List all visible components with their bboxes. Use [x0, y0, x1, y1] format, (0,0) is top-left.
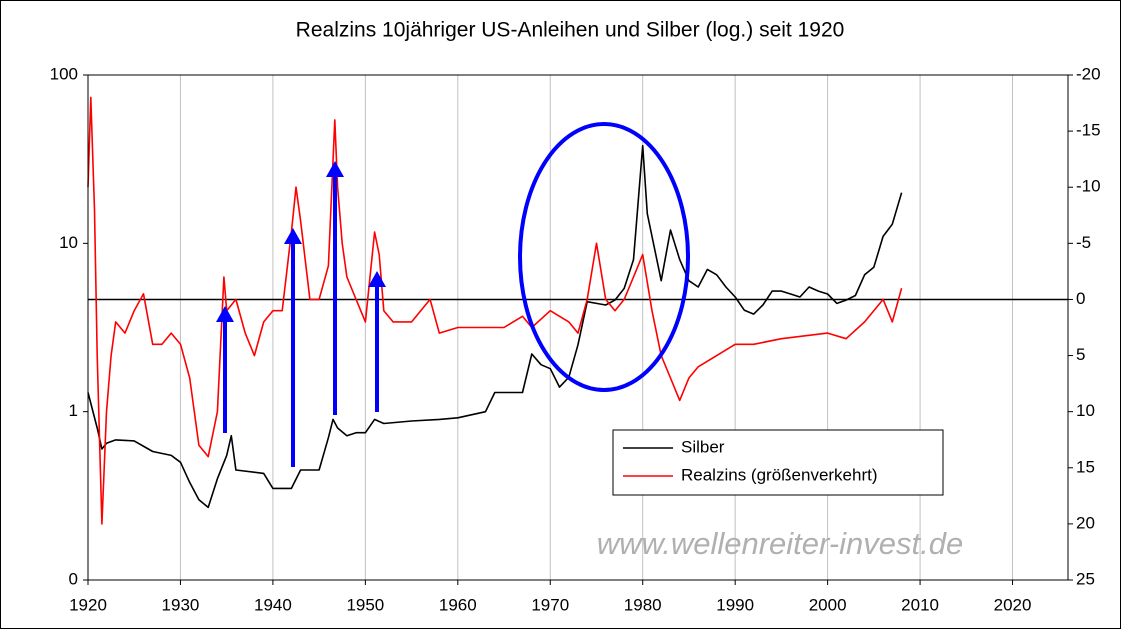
x-tick-label: 1960 [439, 595, 477, 614]
y2-tick-label: -5 [1076, 233, 1091, 252]
y-tick-label: 1 [69, 401, 78, 420]
x-tick-label: 1970 [531, 595, 569, 614]
x-tick-label: 1930 [162, 595, 200, 614]
y2-tick-label: 5 [1076, 345, 1085, 364]
y-tick-label: 0 [69, 569, 78, 588]
x-tick-label: 1940 [254, 595, 292, 614]
y2-tick-label: 25 [1076, 569, 1095, 588]
y2-tick-label: 0 [1076, 289, 1085, 308]
series-line [87, 144, 903, 509]
x-tick-label: 1990 [716, 595, 754, 614]
y2-tick-label: 10 [1076, 401, 1095, 420]
highlight-ellipse [518, 122, 690, 392]
annotations [223, 122, 690, 467]
legend-label: Silber [681, 437, 725, 456]
legend: Silber Realzins (größenverkehrt) [612, 429, 944, 496]
y-tick-label: 100 [50, 64, 78, 83]
arrow-head [284, 228, 302, 244]
lines [87, 96, 1068, 525]
arrow-head [326, 161, 344, 177]
x-tick-label: 1980 [624, 595, 662, 614]
legend-label: Realzins (größenverkehrt) [681, 465, 878, 484]
series-line [87, 96, 903, 525]
y2-tick-label: -20 [1076, 64, 1101, 83]
y-tick-label: 10 [59, 233, 78, 252]
plot-frame [87, 74, 1069, 581]
x-tick-label: 1950 [346, 595, 384, 614]
y2-tick-label: 15 [1076, 457, 1095, 476]
legend-box [612, 429, 944, 496]
x-tick-label: 2010 [901, 595, 939, 614]
y2-tick-label: 20 [1076, 513, 1095, 532]
x-tick-label: 1920 [69, 595, 107, 614]
x-tick-label: 2020 [994, 595, 1032, 614]
watermark: www.wellenreiter-invest.de [597, 526, 963, 561]
y2-tick-label: -10 [1076, 177, 1101, 196]
chart-title: Realzins 10jähriger US-Anleihen und Silb… [296, 19, 845, 42]
arrow-heads [216, 161, 386, 322]
x-tick-label: 2000 [809, 595, 847, 614]
arrow-head [216, 306, 234, 322]
y2-tick-label: -15 [1076, 121, 1101, 140]
arrow-head [368, 271, 386, 287]
